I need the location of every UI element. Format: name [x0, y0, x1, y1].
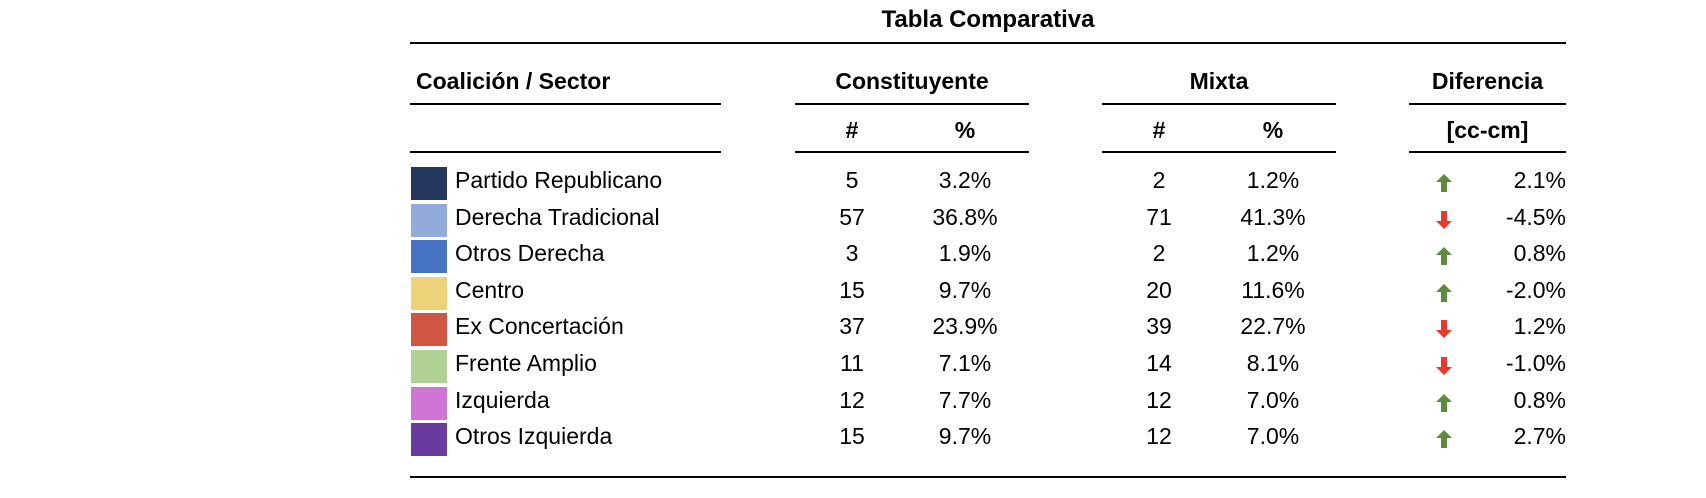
row-cc-pct: 1.9% [938, 240, 992, 267]
row-sector-name: Centro [455, 276, 525, 303]
row-cm-count: 12 [1146, 423, 1172, 450]
row-cm-count: 20 [1146, 276, 1172, 303]
row-color-swatch [411, 386, 447, 420]
row-cc-pct: 7.7% [938, 386, 992, 413]
row-cc-pct: 7.1% [938, 350, 992, 376]
arrow-down-icon [1436, 320, 1452, 339]
row-color-swatch [411, 350, 447, 383]
arrow-down-icon [1436, 357, 1452, 375]
row-sector-name: Frente Amplio [455, 350, 597, 376]
row-cc-count: 15 [839, 423, 865, 450]
row-cc-count: 3 [845, 240, 859, 267]
arrow-down-icon [1436, 210, 1452, 229]
table-title: Tabla Comparativa [881, 6, 1095, 33]
subheader-cm-count: # [1152, 117, 1166, 143]
row-cm-pct: 1.2% [1246, 167, 1300, 193]
row-cc-pct: 36.8% [932, 203, 998, 230]
row-diff-value: 0.8% [1513, 240, 1566, 267]
arrow-up-icon [1436, 283, 1452, 302]
row-diff-value: 2.7% [1513, 423, 1566, 450]
subheader-cm-pct: % [1262, 117, 1284, 143]
row-cm-pct: 1.2% [1246, 240, 1300, 267]
header-sector: Coalición / Sector [416, 68, 611, 94]
constituyente-subheader-rule [795, 151, 1029, 153]
diferencia-header-rule [1409, 103, 1566, 105]
constituyente-header-rule [795, 103, 1029, 105]
subheader-cc-count: # [845, 117, 859, 143]
mixta-subheader-rule [1102, 151, 1336, 153]
mixta-header-rule [1102, 103, 1336, 105]
arrow-up-icon [1436, 430, 1452, 449]
row-cm-count: 39 [1146, 313, 1172, 340]
row-cm-count: 2 [1152, 240, 1166, 267]
row-sector-name: Otros Izquierda [455, 423, 613, 450]
row-sector-name: Izquierda [455, 386, 550, 413]
row-diff-value: -4.5% [1505, 203, 1566, 230]
row-cc-count: 12 [839, 386, 865, 413]
row-cc-pct: 23.9% [932, 313, 998, 340]
row-cm-count: 71 [1146, 203, 1172, 230]
row-sector-name: Partido Republicano [455, 167, 663, 193]
bottom-rule [410, 476, 1566, 478]
row-cc-pct: 9.7% [938, 276, 992, 303]
row-cm-pct: 8.1% [1246, 350, 1300, 376]
row-diff-value: 1.2% [1513, 313, 1566, 340]
sector-subheader-rule [410, 151, 721, 153]
row-color-swatch [411, 240, 447, 274]
arrow-up-icon [1436, 174, 1452, 192]
top-rule [410, 42, 1566, 44]
row-sector-name: Otros Derecha [455, 240, 605, 267]
header-diferencia: Diferencia [1431, 68, 1544, 94]
row-color-swatch [411, 313, 447, 347]
row-cc-count: 57 [839, 203, 865, 230]
sector-header-rule [410, 103, 721, 105]
arrow-up-icon [1436, 393, 1452, 412]
row-diff-value: 0.8% [1513, 386, 1566, 413]
row-color-swatch [411, 167, 447, 200]
diferencia-subheader-rule [1409, 151, 1566, 153]
row-cc-count: 15 [839, 276, 865, 303]
subheader-diff-unit: [cc-cm] [1446, 117, 1529, 143]
row-color-swatch [411, 203, 447, 237]
row-color-swatch [411, 276, 447, 310]
row-sector-name: Derecha Tradicional [455, 203, 660, 230]
row-cm-count: 12 [1146, 386, 1172, 413]
row-cm-pct: 22.7% [1240, 313, 1306, 340]
row-cm-count: 2 [1152, 167, 1166, 193]
row-sector-name: Ex Concertación [455, 313, 624, 340]
row-diff-value: 2.1% [1513, 167, 1566, 193]
row-diff-value: -2.0% [1505, 276, 1566, 303]
row-cm-count: 14 [1146, 350, 1172, 376]
subheader-cc-pct: % [954, 117, 976, 143]
row-cm-pct: 7.0% [1246, 423, 1300, 450]
row-cm-pct: 11.6% [1241, 276, 1305, 303]
row-cm-pct: 41.3% [1240, 203, 1306, 230]
row-cc-count: 5 [845, 167, 859, 193]
row-color-swatch [411, 423, 447, 457]
row-cc-pct: 3.2% [938, 167, 992, 193]
arrow-up-icon [1436, 247, 1452, 266]
header-constituyente: Constituyente [835, 68, 989, 94]
header-mixta: Mixta [1189, 68, 1249, 94]
row-cc-count: 11 [840, 350, 864, 376]
row-diff-value: -1.0% [1505, 350, 1566, 376]
row-cc-pct: 9.7% [938, 423, 992, 450]
row-cm-pct: 7.0% [1246, 386, 1300, 413]
row-cc-count: 37 [839, 313, 865, 340]
